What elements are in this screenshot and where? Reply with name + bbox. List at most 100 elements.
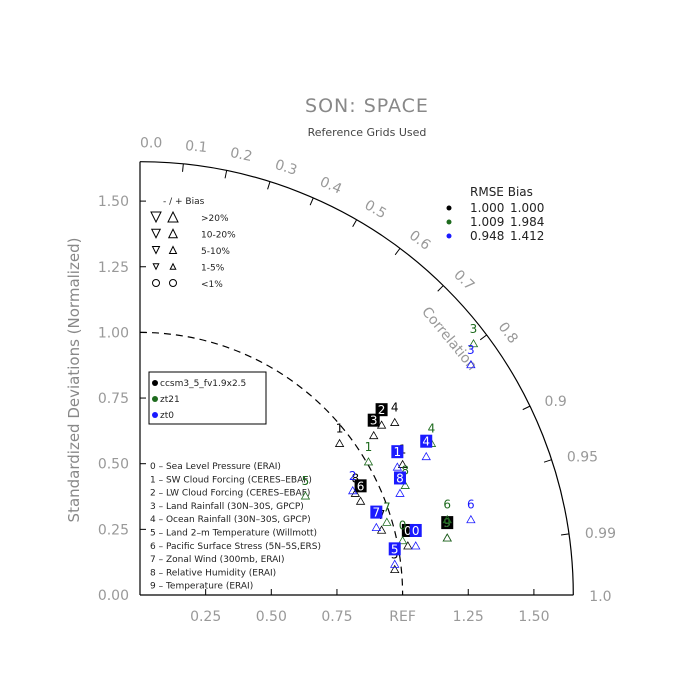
data-point-marker (466, 359, 476, 369)
variable-legend-item: 9 – Temperature (ERAI) (150, 582, 253, 592)
data-point-marker (369, 430, 379, 440)
data-point-marker (390, 564, 400, 574)
corr-tick-mark (479, 334, 487, 341)
data-point: 7 (382, 500, 392, 526)
series-legend-box (148, 371, 267, 425)
data-point-label: 2 (378, 403, 386, 417)
series-name: zt0 (160, 411, 174, 421)
data-point: 4 (420, 434, 433, 461)
data-point: 6 (466, 498, 476, 524)
data-point-marker (442, 514, 452, 524)
data-point: 9 (442, 516, 452, 542)
data-point-label: 3 (467, 343, 475, 357)
data-point-label: 1 (365, 440, 373, 454)
data-point-label: 4 (391, 401, 399, 415)
corr-tick-mark (394, 248, 401, 256)
data-point-box (354, 479, 367, 493)
corr-tick-mark (182, 163, 184, 172)
series-dot-icon (152, 380, 158, 386)
bias-legend-header: - / + Bias (163, 197, 205, 207)
corr-tick-mark (352, 219, 358, 227)
x-tick-label: 0.50 (256, 609, 287, 625)
series-name: ccsm3_5_fv1.9x2.5 (160, 379, 246, 389)
corr-tick-label: 0.2 (229, 145, 254, 165)
data-point-label: 6 (357, 479, 365, 493)
data-point: 6 (442, 498, 452, 524)
data-point: 5 (300, 474, 311, 500)
plot-frame (139, 161, 574, 596)
corr-tick-label: 0.7 (450, 267, 477, 294)
data-point-label: 3 (470, 322, 478, 336)
data-point-label: 3 (370, 414, 378, 428)
x-tick-label: 0.75 (321, 609, 352, 625)
series-dot-icon (152, 412, 158, 418)
data-point-box (409, 523, 422, 537)
data-point-marker (350, 488, 361, 497)
data-point: 1 (363, 440, 374, 466)
corr-tick-label: 0.95 (567, 449, 598, 465)
corr-tick-label: 0.1 (184, 138, 208, 156)
data-point-label: 6 (443, 498, 451, 512)
bias-legend-label: >20% (201, 214, 229, 224)
data-point: 8 (350, 471, 361, 497)
corr-tick-mark (224, 170, 228, 179)
data-point: 1 (391, 445, 404, 471)
data-point-box (393, 471, 406, 485)
data-point-marker (390, 559, 400, 568)
y-tick-label: 1.00 (98, 325, 129, 341)
rmse-value: 1.009 (470, 215, 504, 229)
data-point-label: 4 (422, 435, 430, 449)
data-point-label: 4 (428, 422, 436, 436)
variable-legend-item: 0 – Sea Level Pressure (ERAI) (150, 462, 281, 472)
bias-value: 1.984 (510, 215, 544, 229)
data-point-marker (382, 517, 392, 526)
corr-tick-label: 0.3 (273, 157, 299, 179)
rmse-value: 1.000 (470, 201, 504, 215)
variable-legend-item: 1 – SW Cloud Forcing (CERES–EBAF) (150, 475, 312, 485)
data-point-marker (442, 533, 452, 542)
corr-tick-label: 0.99 (585, 526, 616, 542)
data-point-box (420, 434, 433, 448)
rmse-series-dot-icon (446, 205, 452, 211)
variable-legend-item: 6 – Pacific Surface Stress (5N–5S,ERS) (150, 542, 321, 552)
data-point-label: 7 (383, 500, 391, 514)
corr-tick-mark (543, 459, 552, 463)
corr-tick-label: 0.5 (362, 197, 389, 222)
data-point-label: 8 (396, 471, 404, 485)
data-point: 1 (334, 422, 345, 447)
y-tick-label: 0.00 (98, 588, 129, 604)
y-tick-label: 0.25 (98, 522, 129, 538)
chart-subtitle: Reference Grids Used (308, 126, 427, 139)
corr-tick-label: 0.8 (495, 319, 521, 346)
data-point: 5 (388, 542, 401, 568)
corr-tick-label: 0.0 (140, 136, 162, 152)
data-point-marker (355, 496, 366, 505)
data-point: 0 (409, 523, 422, 550)
variable-legend-item: 7 – Zonal Wind (300mb, ERAI) (150, 555, 284, 565)
data-point-marker (348, 486, 358, 495)
bias-legend-label: 10-20% (201, 231, 236, 241)
bias-up-triangle-icon (167, 228, 179, 239)
bias-down-triangle-icon (150, 211, 162, 224)
data-point-label: 1 (394, 445, 402, 459)
variable-legend: 0 – Sea Level Pressure (ERAI) 1 – SW Clou… (150, 462, 321, 592)
data-point-marker (411, 541, 421, 550)
data-point-marker (403, 541, 413, 550)
bias-value: 1.000 (510, 201, 544, 215)
data-point-marker (442, 533, 452, 542)
data-point-marker (390, 417, 400, 426)
x-tick-label: 1.25 (453, 609, 484, 625)
rmse-series-dot-icon (446, 219, 452, 225)
y-tick-label: 1.25 (98, 260, 129, 276)
y-tick-label: 0.50 (98, 457, 129, 473)
data-point: 0 (397, 519, 408, 545)
data-point-label: 9 (443, 516, 451, 530)
bias-down-triangle-icon (152, 263, 160, 271)
data-point-box (375, 403, 388, 417)
bias-up-triangle-icon (167, 210, 179, 223)
data-point-label: 5 (302, 474, 310, 488)
data-point-label: 0 (404, 524, 412, 538)
data-point: 8 (393, 471, 406, 497)
